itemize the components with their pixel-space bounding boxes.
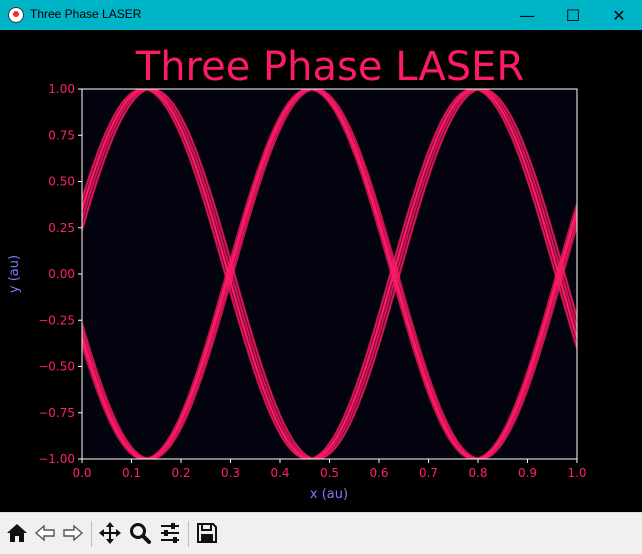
series-2-trace-4 bbox=[82, 89, 577, 459]
x-tick-label: 0.7 bbox=[419, 466, 438, 480]
pan-button[interactable] bbox=[97, 519, 123, 547]
x-tick-label: 0.9 bbox=[518, 466, 537, 480]
x-tick-label: 0.4 bbox=[270, 466, 289, 480]
x-tick-label: 0.6 bbox=[369, 466, 388, 480]
y-tick-label: 0.75 bbox=[48, 128, 75, 142]
x-tick-label: 0.8 bbox=[468, 466, 487, 480]
line-chart[interactable]: Three Phase LASER 0.0 0.1 0.2 0.3 0.4 0.5 0.6 0… bbox=[0, 30, 642, 512]
zoom-icon bbox=[130, 523, 151, 544]
y-tick-label: 0.25 bbox=[48, 221, 75, 235]
toolbar-separator bbox=[91, 521, 92, 547]
home-button[interactable] bbox=[4, 519, 30, 547]
x-tick-label: 0.2 bbox=[171, 466, 190, 480]
x-ticks: 0.0 0.1 0.2 0.3 0.4 0.5 0.6 0.7 0.8 0.9 1.0 bbox=[72, 459, 587, 480]
configure-subplots-icon bbox=[161, 523, 179, 543]
series-2-trace-1 bbox=[82, 89, 577, 459]
forward-button[interactable] bbox=[60, 519, 86, 547]
series-3-trace-1 bbox=[82, 89, 577, 459]
y-axis-label: y (au) bbox=[7, 255, 22, 293]
back-button[interactable] bbox=[32, 519, 58, 547]
pan-icon bbox=[99, 522, 121, 544]
y-tick-label: −1.00 bbox=[38, 452, 75, 466]
y-ticks: 1.00 0.75 0.50 0.25 0.00 −0.25 −0.50 −0.75 −1.00 bbox=[38, 82, 82, 466]
x-tick-label: 0.1 bbox=[122, 466, 141, 480]
navigation-toolbar bbox=[0, 512, 642, 554]
x-axis-label: x (au) bbox=[310, 487, 348, 502]
forward-arrow-icon bbox=[63, 524, 84, 542]
back-arrow-icon bbox=[34, 524, 55, 542]
figure-canvas[interactable]: Three Phase LASER 0.0 0.1 0.2 0.3 0.4 0.5 0.6 0… bbox=[0, 30, 642, 512]
save-button[interactable] bbox=[194, 519, 220, 547]
close-button[interactable]: ✕ bbox=[612, 5, 626, 25]
chart-title: Three Phase LASER bbox=[135, 44, 524, 90]
y-tick-label: 0.00 bbox=[48, 267, 75, 281]
y-tick-label: −0.75 bbox=[38, 406, 75, 420]
x-tick-label: 0.5 bbox=[320, 466, 339, 480]
axes-background bbox=[82, 89, 577, 459]
x-tick-label: 1.0 bbox=[567, 466, 586, 480]
toolbar-separator bbox=[188, 521, 189, 547]
series-2-trace-2 bbox=[82, 89, 577, 459]
y-tick-label: 1.00 bbox=[48, 82, 75, 96]
configure-subplots-button[interactable] bbox=[157, 519, 183, 547]
home-icon bbox=[7, 524, 27, 542]
app-icon bbox=[8, 7, 24, 23]
zoom-button[interactable] bbox=[127, 519, 153, 547]
window-title: Three Phase LASER bbox=[30, 7, 142, 21]
x-tick-label: 0.0 bbox=[72, 466, 91, 480]
series-3-trace-3 bbox=[82, 89, 577, 459]
series-3-trace-4 bbox=[82, 89, 577, 459]
maximize-button[interactable]: ☐ bbox=[565, 5, 581, 25]
y-tick-label: −0.50 bbox=[38, 360, 75, 374]
series-2-trace-3 bbox=[82, 89, 577, 459]
series-3-trace-2 bbox=[82, 89, 577, 459]
save-icon bbox=[197, 523, 217, 543]
title-bar[interactable]: Three Phase LASER — ☐ ✕ bbox=[0, 0, 642, 30]
y-tick-label: −0.25 bbox=[38, 313, 75, 327]
y-tick-label: 0.50 bbox=[48, 175, 75, 189]
series-group bbox=[82, 89, 577, 459]
x-tick-label: 0.3 bbox=[221, 466, 240, 480]
minimize-button[interactable]: — bbox=[519, 5, 535, 25]
